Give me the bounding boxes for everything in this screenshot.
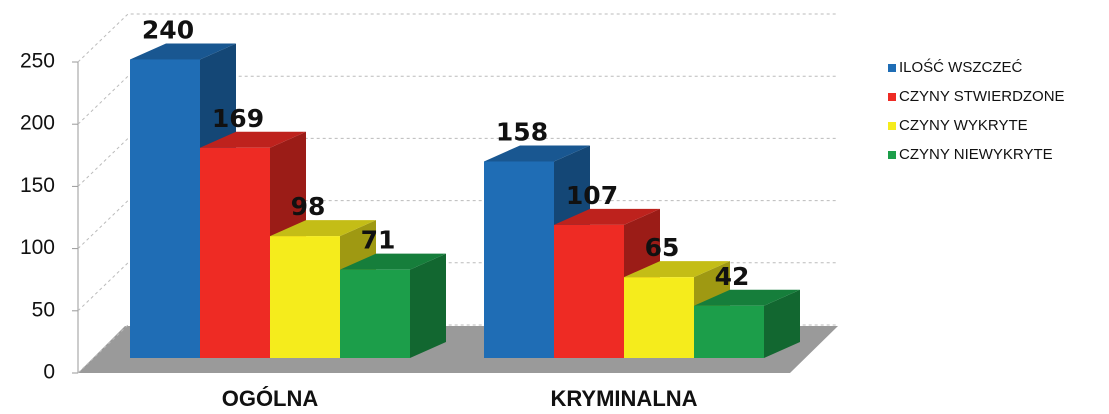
bar	[694, 305, 764, 358]
bar-top	[554, 208, 660, 225]
y-tick-label: 50	[32, 298, 55, 321]
bar	[130, 59, 200, 358]
value-label: 65	[645, 233, 680, 262]
y-tick-label: 150	[20, 174, 55, 197]
legend-swatch	[888, 64, 896, 72]
grid-line	[77, 200, 838, 249]
x-tick-label: OGÓLNA	[222, 386, 319, 411]
bar-side	[764, 289, 800, 358]
bar	[270, 236, 340, 358]
bar-side	[410, 253, 446, 358]
legend-label: CZYNY STWIERDZONE	[899, 88, 1065, 105]
legend-swatch	[888, 93, 896, 101]
y-tick-label: 0	[43, 361, 55, 384]
bar-top	[270, 220, 376, 237]
bar-top	[340, 253, 446, 270]
value-label: 71	[361, 226, 396, 255]
value-label: 42	[715, 262, 750, 291]
y-tick-label: 250	[20, 50, 55, 73]
bar	[340, 269, 410, 358]
value-label: 169	[212, 104, 264, 133]
y-tick-label: 100	[20, 236, 55, 259]
bar-top	[624, 261, 730, 278]
legend-label: ILOŚĆ WSZCZEĆ	[899, 58, 1023, 76]
value-label: 158	[496, 117, 548, 146]
value-label: 240	[142, 15, 194, 44]
legend-label: CZYNY NIEWYKRYTE	[899, 146, 1053, 163]
bar	[624, 277, 694, 358]
bar-top	[484, 145, 590, 162]
legend-swatch	[888, 151, 896, 159]
grid-line	[77, 137, 838, 187]
bar-top	[694, 289, 800, 306]
y-tick-label: 200	[20, 112, 55, 135]
bar-top	[200, 131, 306, 148]
bar	[200, 147, 270, 358]
bar	[554, 224, 624, 358]
grid-line	[77, 13, 838, 63]
bar	[484, 161, 554, 358]
value-label: 107	[566, 181, 618, 210]
value-label: 98	[291, 192, 326, 221]
legend-swatch	[888, 122, 896, 130]
bar-top	[130, 43, 236, 60]
x-tick-label: KRYMINALNA	[550, 386, 697, 411]
legend-label: CZYNY WYKRYTE	[899, 117, 1028, 134]
grid-line	[77, 75, 838, 125]
